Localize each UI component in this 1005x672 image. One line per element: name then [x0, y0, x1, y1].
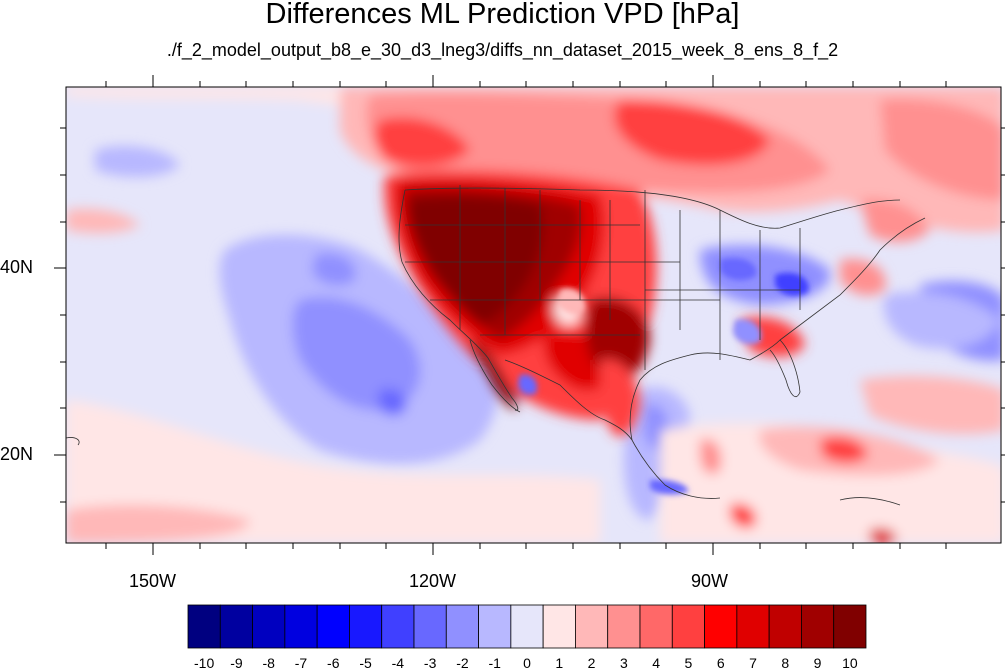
colorbar-swatch: [284, 604, 318, 649]
colorbar-swatch: [704, 604, 738, 649]
lat-label-40n: 40N: [0, 257, 34, 277]
colorbar-tick-label: 9: [814, 655, 822, 671]
colorbar-tick-label: 8: [781, 655, 789, 671]
colorbar-tick-label: -2: [456, 655, 469, 671]
colorbar-swatch: [316, 604, 350, 649]
colorbar-tick-label: 3: [620, 655, 628, 671]
colorbar-tick-label: -4: [392, 655, 405, 671]
axis-ticks: [54, 75, 1005, 555]
colorbar-swatch: [833, 604, 867, 649]
colorbar-tick-label: 5: [685, 655, 693, 671]
colorbar-tick-label: 1: [555, 655, 563, 671]
colorbar-swatch: [768, 604, 802, 649]
colorbar-tick-label: 0: [523, 655, 531, 671]
colorbar-tick-label: -10: [194, 655, 214, 671]
coastlines-and-borders: [66, 185, 926, 506]
colorbar-tick-label: 4: [652, 655, 660, 671]
lon-label-120w: 120W: [409, 571, 457, 591]
colorbar: -10 -9 -8 -7 -6 -5 -4 -3 -2 -1 0 1 2 3 4 5 6 7 8 9 10: [187, 604, 867, 671]
colorbar-swatch: [349, 604, 383, 649]
colorbar-tick-label: -7: [295, 655, 308, 671]
colorbar-swatch: [510, 604, 544, 649]
colorbar-tick-label: -5: [359, 655, 372, 671]
colorbar-swatch: [187, 604, 221, 649]
colorbar-swatch: [801, 604, 835, 649]
colorbar-tick-label: -9: [230, 655, 243, 671]
colorbar-swatch: [445, 604, 479, 649]
colorbar-swatch: [478, 604, 512, 649]
colorbar-swatch: [639, 604, 673, 649]
colorbar-tick-label: 7: [749, 655, 757, 671]
lon-label-90w: 90W: [691, 571, 729, 591]
map-title: Differences ML Prediction VPD [hPa]: [265, 0, 740, 30]
negative-anomaly-areas: [95, 145, 1001, 520]
colorbar-tick-label: 10: [842, 655, 858, 671]
vpd-field: [66, 87, 1001, 543]
colorbar-swatch: [607, 604, 641, 649]
colorbar-swatch: [671, 604, 705, 649]
colorbar-swatch: [736, 604, 770, 649]
colorbar-tick-label: -8: [262, 655, 275, 671]
positive-anomaly-areas: [66, 87, 1001, 543]
colorbar-tick-label: -1: [488, 655, 501, 671]
colorbar-swatch: [575, 604, 609, 649]
lat-label-20n: 20N: [0, 444, 34, 464]
colorbar-tick-label: 6: [717, 655, 725, 671]
colorbar-swatch: [413, 604, 447, 649]
colorbar-tick-label: 2: [588, 655, 596, 671]
map-subtitle: ./f_2_model_output_b8_e_30_d3_lneg3/diff…: [166, 40, 839, 60]
colorbar-swatch: [252, 604, 286, 649]
lon-label-150w: 150W: [129, 571, 177, 591]
colorbar-swatch: [542, 604, 576, 649]
colorbar-swatch: [381, 604, 415, 649]
colorbar-tick-label: -6: [327, 655, 340, 671]
colorbar-tick-label: -3: [424, 655, 437, 671]
colorbar-swatch: [219, 604, 253, 649]
